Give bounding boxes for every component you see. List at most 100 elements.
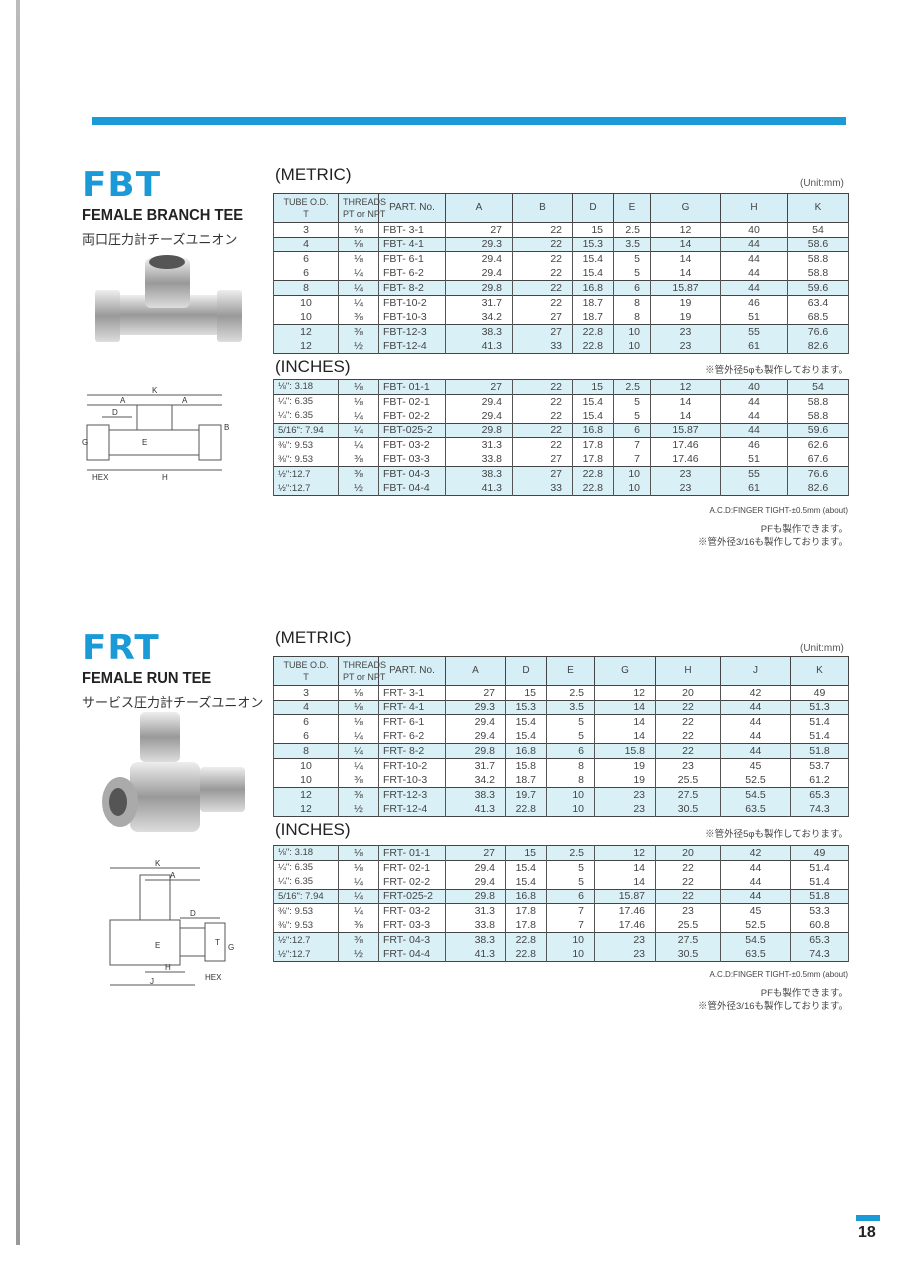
table-cell: 8 xyxy=(273,743,339,758)
row-group: ½":12.7 ⅜ FRT- 04-3 38.3 22.8 10 23 27.5 54.5 65.… xyxy=(273,932,849,962)
table-cell: 61.2 xyxy=(790,772,849,787)
table-cell: 5 xyxy=(546,874,595,889)
column-header: G xyxy=(594,656,656,686)
table-row: 8 ¼ FBT- 8-2 29.8 22 16.8 6 15.87 44 59.6 xyxy=(273,280,849,295)
table-row: 5/16": 7.94 ¼ FBT-025-2 29.8 22 16.8 6 15.87 44 5… xyxy=(273,423,849,438)
table-cell: ½":12.7 xyxy=(273,481,339,496)
fbt-metric-label: (METRIC) xyxy=(275,165,352,184)
table-cell: 34.2 xyxy=(445,309,513,324)
table-cell: 12 xyxy=(273,787,339,802)
table-cell: 34.2 xyxy=(445,772,506,787)
table-cell: FBT- 02-1 xyxy=(378,394,446,409)
table-cell: ¼ xyxy=(338,729,379,744)
table-cell: 44 xyxy=(720,714,791,729)
table-cell: 10 xyxy=(273,309,339,324)
table-cell: 29.8 xyxy=(445,889,506,904)
table-cell: ⅜ xyxy=(338,452,379,467)
table-cell: 15.4 xyxy=(572,251,614,266)
table-cell: FBT- 03-3 xyxy=(378,452,446,467)
table-cell: 23 xyxy=(655,758,721,773)
table-row: 12 ½ FBT-12-4 41.3 33 22.8 10 23 61 82.6 xyxy=(273,338,849,353)
table-cell: 15.4 xyxy=(505,860,547,875)
row-group: 8 ¼ FBT- 8-2 29.8 22 16.8 6 15.87 44 59.6 xyxy=(273,280,849,295)
table-cell: 31.3 xyxy=(445,903,506,918)
table-cell: 10 xyxy=(273,295,339,310)
table-cell: 10 xyxy=(273,772,339,787)
svg-text:K: K xyxy=(155,860,161,868)
table-row: ½":12.7 ⅜ FBT- 04-3 38.3 27 22.8 10 23 55 76.6 xyxy=(273,466,849,481)
table-cell: 15 xyxy=(505,685,547,700)
svg-text:J: J xyxy=(150,977,154,986)
table-cell: 5 xyxy=(613,408,651,423)
table-row: 10 ¼ FBT-10-2 31.7 22 18.7 8 19 46 63.4 xyxy=(273,295,849,310)
table-cell: 3.5 xyxy=(546,700,595,715)
table-cell: ⅛ xyxy=(338,714,379,729)
page-binding-edge xyxy=(16,0,20,1245)
table-cell: 15.3 xyxy=(505,700,547,715)
table-cell: 25.5 xyxy=(655,918,721,933)
table-cell: 10 xyxy=(546,801,595,816)
table-cell: 10 xyxy=(613,481,651,496)
table-cell: ¼": 6.35 xyxy=(273,860,339,875)
column-header: G xyxy=(650,193,721,223)
table-cell: 30.5 xyxy=(655,801,721,816)
table-cell: ⅜": 9.53 xyxy=(273,903,339,918)
table-row: ½":12.7 ⅜ FRT- 04-3 38.3 22.8 10 23 27.5 54.5 65.… xyxy=(273,932,849,947)
table-cell: 2.5 xyxy=(546,845,595,860)
frt-unit-label: (Unit:mm) xyxy=(800,643,844,654)
table-cell: ½":12.7 xyxy=(273,466,339,481)
table-cell: 18.7 xyxy=(505,772,547,787)
svg-text:E: E xyxy=(155,941,160,950)
svg-text:G: G xyxy=(82,438,88,447)
column-header: K xyxy=(790,656,849,686)
table-cell: 51.8 xyxy=(790,889,849,904)
table-cell: FRT- 04-3 xyxy=(378,932,446,947)
table-cell: 74.3 xyxy=(790,947,849,962)
table-cell: 53.3 xyxy=(790,903,849,918)
table-cell: 7 xyxy=(613,452,651,467)
table-cell: FBT- 8-2 xyxy=(378,280,446,295)
table-cell: 51.4 xyxy=(790,860,849,875)
table-cell: 44 xyxy=(720,700,791,715)
frt-inches-label: (INCHES) xyxy=(275,820,351,839)
row-group: 5/16": 7.94 ¼ FRT-025-2 29.8 16.8 6 15.87 22 44 5… xyxy=(273,889,849,904)
table-cell: 61 xyxy=(720,481,788,496)
table-cell: 7 xyxy=(613,437,651,452)
table-row: ¼": 6.35 ⅛ FRT- 02-1 29.4 15.4 5 14 22 44 51.4 xyxy=(273,860,849,875)
frt-metric-table: TUBE O.D. T THREADS PT or NPT PART. No. A D E G H… xyxy=(273,656,849,817)
column-header: TUBE O.D. T xyxy=(273,656,339,686)
table-cell: 19 xyxy=(594,772,656,787)
table-cell: ⅜ xyxy=(338,772,379,787)
table-cell: 8 xyxy=(273,280,339,295)
header-accent-bar xyxy=(92,117,846,125)
product-name-en: FEMALE BRANCH TEE xyxy=(82,207,244,224)
table-cell: 63.5 xyxy=(720,947,791,962)
table-cell: 14 xyxy=(650,408,721,423)
table-cell: 42 xyxy=(720,845,791,860)
column-header: K xyxy=(787,193,849,223)
table-cell: 58.8 xyxy=(787,408,849,423)
table-cell: 27 xyxy=(512,452,573,467)
table-cell: 30.5 xyxy=(655,947,721,962)
column-header: PART. No. xyxy=(378,656,446,686)
table-cell: 40 xyxy=(720,379,788,394)
table-cell: 6 xyxy=(273,251,339,266)
table-cell: 15.4 xyxy=(572,266,614,281)
table-cell: 22 xyxy=(655,700,721,715)
table-row: 4 ⅛ FRT- 4-1 29.3 15.3 3.5 14 22 44 51.3 xyxy=(273,700,849,715)
table-cell: 29.4 xyxy=(445,408,513,423)
column-header: D xyxy=(505,656,547,686)
table-cell: ¼": 6.35 xyxy=(273,408,339,423)
table-cell: 68.5 xyxy=(787,309,849,324)
table-cell: 12 xyxy=(594,685,656,700)
table-cell: 8 xyxy=(613,309,651,324)
table-cell: ½ xyxy=(338,481,379,496)
table-cell: 23 xyxy=(655,903,721,918)
table-cell: 16.8 xyxy=(505,889,547,904)
table-cell: FRT- 01-1 xyxy=(378,845,446,860)
table-cell: 38.3 xyxy=(445,787,506,802)
table-cell: ¼": 6.35 xyxy=(273,394,339,409)
table-cell: ½ xyxy=(338,801,379,816)
table-cell: FRT-12-4 xyxy=(378,801,446,816)
table-row: ¼": 6.35 ¼ FBT- 02-2 29.4 22 15.4 5 14 44 58.8 xyxy=(273,408,849,423)
